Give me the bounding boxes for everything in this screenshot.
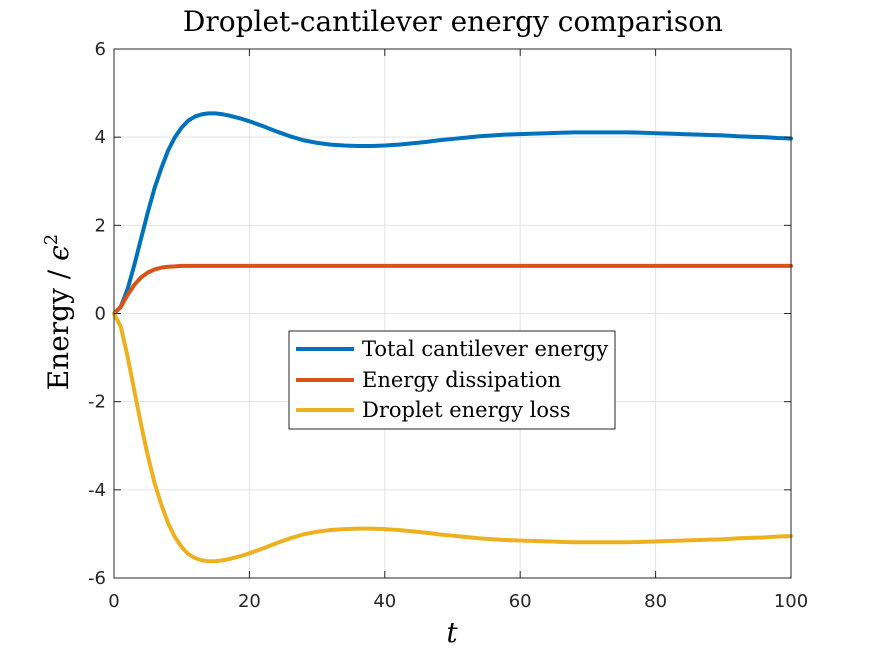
axis-ticks: 0 20 40 60 80 100 -6 -4 -2 0 2 4 6 [88, 39, 808, 612]
y-axis-label-symbol: ϵ [42, 245, 75, 261]
x-tick-label: 80 [644, 591, 667, 612]
legend-label-total-cantilever-energy: Total cantilever energy [362, 337, 608, 361]
y-tick-label: -4 [88, 480, 106, 501]
legend-label-energy-dissipation: Energy dissipation [362, 368, 561, 392]
x-tick-label: 0 [108, 591, 119, 612]
series-line-energy-dissipation [112, 263, 793, 316]
series-line-total-cantilever-energy [112, 111, 793, 316]
x-tick-label: 20 [238, 591, 261, 612]
y-tick-label: 6 [95, 39, 106, 60]
svg-text:Energy / ϵ2: Energy / ϵ2 [41, 234, 75, 391]
x-tick-label: 100 [774, 591, 808, 612]
x-tick-label: 60 [509, 591, 532, 612]
y-tick-label: 0 [95, 304, 106, 325]
y-tick-label: -6 [88, 568, 106, 589]
x-tick-label: 40 [373, 591, 396, 612]
x-axis-label: t [446, 616, 458, 649]
chart-title: Droplet-cantilever energy comparison [183, 5, 723, 38]
y-tick-label: 2 [95, 215, 106, 236]
series-layer [112, 111, 793, 564]
legend: Total cantilever energy Energy dissipati… [288, 330, 616, 430]
series-line-droplet-energy-loss [112, 311, 793, 564]
y-axis-label: Energy / ϵ2 [41, 234, 75, 391]
grid-lines [113, 48, 792, 579]
legend-label-droplet-energy-loss: Droplet energy loss [362, 398, 571, 422]
y-tick-label: -2 [88, 392, 106, 413]
y-axis-label-main: Energy / [42, 261, 75, 390]
y-axis-label-exponent: 2 [41, 234, 62, 245]
y-tick-label: 4 [95, 127, 106, 148]
